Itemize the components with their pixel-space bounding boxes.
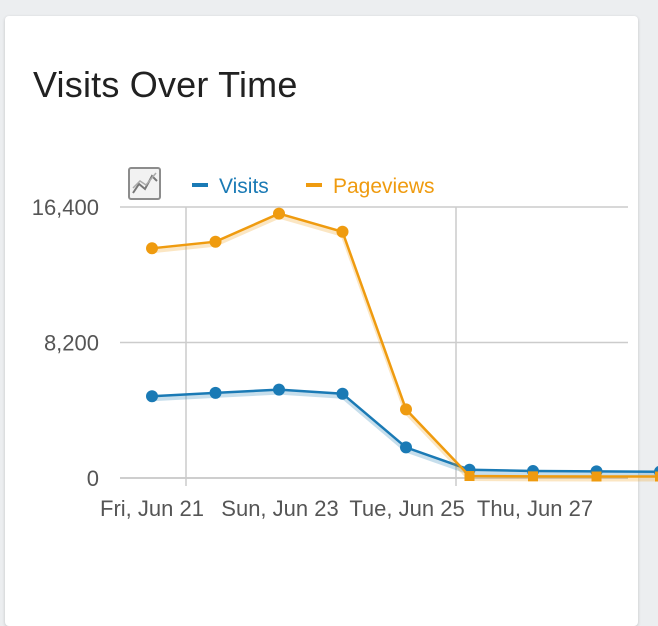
data-point[interactable] (655, 471, 658, 482)
widget-title: Visits Over Time (33, 64, 298, 105)
x-tick-label: Thu, Jun 27 (477, 496, 593, 521)
visits-over-time-widget: Visits Over Time (5, 16, 638, 626)
data-point[interactable] (400, 441, 412, 454)
y-tick-label: 0 (87, 466, 99, 491)
x-tick-label: Sun, Jun 23 (221, 496, 338, 521)
data-point[interactable] (146, 390, 158, 403)
visits-line-chart: Visits Pageviews 16,400 8,200 0 Fri, Jun 21… (32, 167, 658, 521)
chart-grid (120, 206, 628, 486)
data-point[interactable] (336, 387, 349, 400)
data-point[interactable] (273, 383, 285, 396)
legend-item-visits[interactable]: Visits (219, 175, 269, 198)
chart-series (146, 207, 658, 482)
data-point[interactable] (146, 242, 158, 255)
data-point[interactable] (273, 207, 285, 220)
data-point[interactable] (209, 235, 222, 248)
data-point[interactable] (336, 225, 349, 238)
y-tick-label: 16,400 (32, 195, 99, 220)
series-line-visits (151, 388, 658, 473)
data-point[interactable] (464, 471, 475, 482)
legend-item-pageviews[interactable]: Pageviews (333, 175, 435, 198)
x-tick-label: Tue, Jun 25 (349, 496, 464, 521)
y-axis: 16,400 8,200 0 (32, 195, 99, 491)
line-chart-icon[interactable] (128, 167, 161, 200)
data-point[interactable] (400, 403, 412, 416)
x-tick-label: Fri, Jun 21 (100, 496, 204, 521)
data-point[interactable] (591, 471, 602, 482)
y-tick-label: 8,200 (44, 331, 99, 356)
data-point[interactable] (528, 471, 538, 482)
data-point[interactable] (209, 386, 222, 399)
series-line-shadow (151, 214, 658, 482)
chart-legend: Visits Pageviews (192, 175, 435, 198)
series-line-pageviews (151, 212, 658, 478)
x-axis: Fri, Jun 21 Sun, Jun 23 Tue, Jun 25 Thu, Ju… (100, 496, 593, 521)
